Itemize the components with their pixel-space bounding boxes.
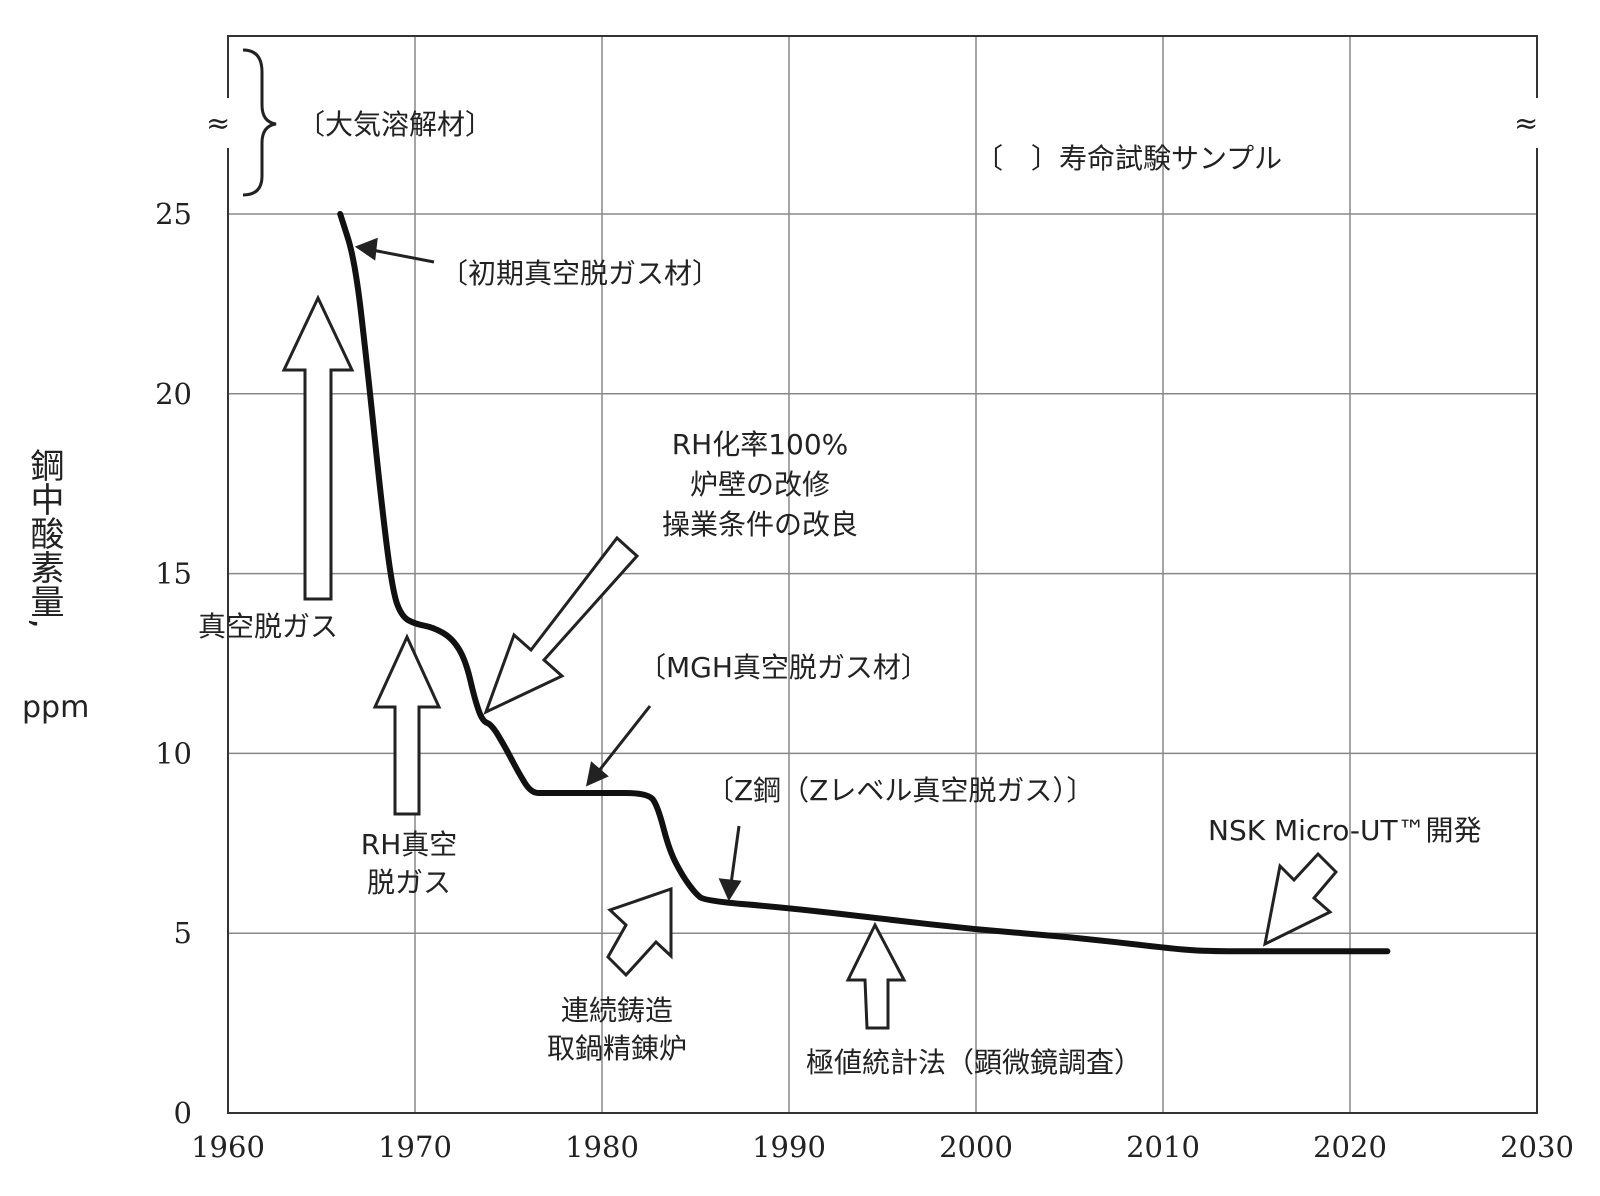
x-tick-label-1980: 1980 — [565, 1130, 639, 1164]
annotation-life-test-sample: 〔 〕寿命試験サンプル — [975, 142, 1282, 175]
arrow-vacuum-degassing — [281, 294, 355, 601]
series-line-0 — [337, 211, 1391, 955]
y-tick-label-15: 15 — [155, 557, 192, 591]
annotation-z-steel: 〔Z鋼（Zレベル真空脱ガス）〕 — [706, 774, 1094, 807]
pointer-arrows — [354, 237, 742, 902]
y-tick-label-5: 5 — [174, 916, 192, 950]
y-tick-label-25: 25 — [155, 197, 192, 231]
arrow-extreme-value — [845, 921, 907, 1030]
x-tick-label-1990: 1990 — [752, 1130, 826, 1164]
annotation-rh-rate-line2: 炉壁の改修 — [690, 468, 830, 501]
y-axis-unit: ppm — [22, 690, 90, 725]
annotation-rh-vacuum-line2: 脱ガス — [367, 866, 451, 899]
annotation-extreme-value: 極値統計法（顕微鏡調査） — [806, 1046, 1142, 1079]
x-tick-label-2010: 2010 — [1126, 1130, 1200, 1164]
x-tick-label-2020: 2020 — [1313, 1130, 1387, 1164]
annotation-early-vacuum: 〔初期真空脱ガス材〕 — [440, 257, 720, 290]
arrow-micro-ut — [1262, 851, 1339, 947]
annotation-micro-ut: NSK Micro-UT™開発 — [1208, 814, 1482, 847]
arrow-rh-rate — [483, 535, 640, 715]
annotation-rh-rate-line1: RH化率100% — [672, 428, 849, 461]
annotation-vacuum-degassing: 真空脱ガス — [198, 610, 338, 643]
curly-brace — [242, 48, 277, 197]
annotation-casting-line1: 連続鋳造 — [561, 994, 673, 1027]
arrow-continuous-casting — [606, 886, 673, 978]
annotations: 〔大気溶解材〕 〔 〕寿命試験サンプル 〔初期真空脱ガス材〕 真空脱ガス RH化… — [198, 108, 1482, 1079]
x-tick-label-1970: 1970 — [378, 1130, 452, 1164]
block-arrows — [281, 294, 1339, 1030]
x-tick-label-2030: 2030 — [1500, 1130, 1574, 1164]
x-tick-label-2000: 2000 — [939, 1130, 1013, 1164]
grid-lines — [228, 36, 1537, 1113]
axis-break-right: ≈ — [1514, 106, 1538, 140]
annotation-rh-vacuum-line1: RH真空 — [361, 828, 458, 861]
y-axis-label: 鋼中酸素量, — [24, 448, 64, 629]
axis-break-left: ≈ — [206, 106, 230, 140]
annotation-rh-rate-line3: 操業条件の改良 — [662, 508, 858, 541]
annotation-mgh-vacuum: 〔MGH真空脱ガス材〕 — [638, 651, 929, 684]
series-layer — [337, 211, 1391, 955]
annotation-atmosphere-melted: 〔大気溶解材〕 — [297, 108, 493, 141]
tick-labels: 1960 1970 1980 1990 2000 2010 2020 2030 0 5 10 15 20… — [155, 197, 1574, 1164]
annotation-casting-line2: 取鍋精錬炉 — [547, 1032, 687, 1065]
plot-frame — [227, 35, 1538, 1114]
axes — [227, 35, 1538, 1114]
arrow-rh-vacuum — [372, 633, 442, 816]
y-tick-label-0: 0 — [174, 1096, 192, 1130]
y-tick-label-20: 20 — [155, 377, 192, 411]
x-tick-label-1960: 1960 — [191, 1130, 265, 1164]
axis-break-marks: ≈ ≈ — [200, 98, 1566, 148]
y-tick-label-10: 10 — [155, 736, 192, 770]
